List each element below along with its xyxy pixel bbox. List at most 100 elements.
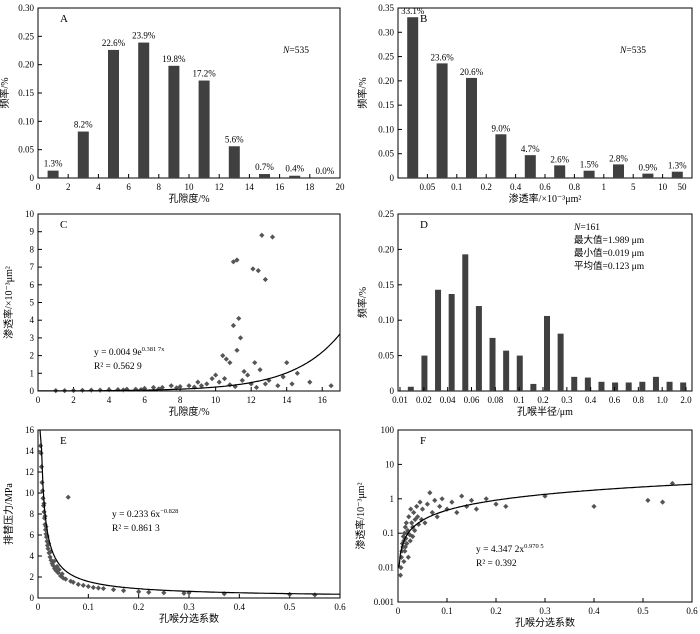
panel-c-ytick-label: 9 bbox=[30, 227, 35, 237]
panel-f-point bbox=[418, 516, 425, 523]
panel-d-bar bbox=[544, 315, 550, 391]
panel-a-xtick-label: 6 bbox=[126, 182, 131, 192]
panel-d-xtick-label: 0.8 bbox=[633, 395, 645, 405]
panel-c-r-squared: R² = 0.562 9 bbox=[94, 362, 142, 372]
panel-c-point bbox=[186, 383, 192, 389]
panel-f-ylabel: 渗透率/10⁻³μm² bbox=[354, 482, 367, 549]
panel-c-xtick-label: 16 bbox=[318, 395, 328, 405]
panel-c-point bbox=[141, 385, 148, 391]
panel-b-ytick-label: 0 bbox=[390, 173, 395, 183]
panel-d-xtick-label: 0.4 bbox=[585, 395, 597, 405]
panel-d-xtick-label: 0.08 bbox=[487, 395, 503, 405]
panel-c-point bbox=[223, 356, 229, 362]
panel-a-bar bbox=[289, 175, 301, 178]
panel-c-point bbox=[227, 360, 233, 366]
panel-f-xlabel: 孔喉分选系数 bbox=[515, 616, 575, 629]
panel-c-point bbox=[253, 384, 260, 391]
panel-a-bar bbox=[138, 42, 150, 178]
panel-c-ytick-label: 6 bbox=[30, 280, 35, 290]
panel-a-xtick-label: 20 bbox=[336, 182, 346, 192]
panel-a-xtick-label: 14 bbox=[245, 182, 255, 192]
panel-d-bar bbox=[435, 289, 442, 391]
panel-e-panel-label: E bbox=[60, 435, 67, 447]
panel-d-bar bbox=[557, 333, 564, 391]
panel-f-point bbox=[414, 503, 420, 510]
panel-c-point bbox=[255, 268, 261, 274]
panel-e-point bbox=[312, 592, 318, 598]
panel-a-data-label: 0.0% bbox=[316, 166, 335, 176]
panel-f-point bbox=[411, 509, 417, 516]
panel-e-point bbox=[146, 589, 152, 595]
panel-d-stat: N=161 bbox=[573, 223, 600, 233]
panel-c-point bbox=[248, 381, 254, 387]
panel-c-point bbox=[173, 385, 180, 391]
panel-c-point bbox=[195, 379, 201, 385]
panel-a-xtick-label: 4 bbox=[96, 182, 101, 192]
panel-a-data-label: 8.2% bbox=[74, 120, 93, 130]
panel-a-data-label: 23.9% bbox=[132, 31, 156, 41]
panel-f-point bbox=[399, 548, 405, 554]
panel-e-r-squared: R² = 0.861 3 bbox=[112, 524, 160, 534]
panel-a-data-label: 19.8% bbox=[162, 54, 186, 64]
panel-d-ytick-label: 0.20 bbox=[378, 244, 394, 254]
panel-c-ylabel: 渗透率/×10⁻³μm² bbox=[2, 266, 15, 339]
panel-e-ytick-label: 14 bbox=[25, 446, 35, 456]
panel-c-plot-frame bbox=[37, 213, 341, 392]
panel-f-point bbox=[402, 544, 408, 550]
panel-f-point bbox=[417, 499, 423, 505]
panel-e-point bbox=[37, 443, 44, 449]
panel-d-xtick-label: 0.01 bbox=[392, 395, 408, 405]
panel-e-point bbox=[60, 575, 66, 581]
panel-b-bar bbox=[642, 173, 654, 178]
panel-e-point bbox=[59, 571, 65, 577]
panel-a-data-label: 0.4% bbox=[285, 164, 304, 174]
panel-c-point bbox=[220, 353, 226, 359]
panel-c-point bbox=[230, 322, 237, 329]
panel-f-fit-curve bbox=[398, 483, 692, 568]
panel-d-xtick-label: 0.02 bbox=[416, 395, 432, 405]
panel-d-bar bbox=[475, 306, 482, 391]
panel-d-bar bbox=[407, 386, 414, 391]
panel-f-point bbox=[459, 493, 465, 499]
panel-e-point bbox=[44, 542, 51, 549]
panel-e-point bbox=[53, 568, 59, 574]
panel-e-point bbox=[85, 583, 91, 590]
panel-f-point bbox=[415, 514, 421, 520]
panel-e-point bbox=[65, 494, 71, 500]
panel-f-point bbox=[405, 554, 411, 560]
panel-e-point bbox=[110, 587, 117, 593]
panel-f-point bbox=[434, 514, 440, 520]
panel-d-bar bbox=[666, 381, 673, 391]
panel-e-point bbox=[75, 581, 81, 587]
panel-b-ytick-label: 0.20 bbox=[378, 76, 394, 86]
panel-c-point bbox=[328, 383, 334, 389]
panel-e-fit-curve bbox=[39, 429, 341, 595]
panel-e-ytick-label: 4 bbox=[30, 551, 35, 561]
panel-e-point bbox=[39, 479, 45, 486]
panel-b-data-label: 1.5% bbox=[580, 160, 599, 170]
panel-f-point bbox=[415, 521, 422, 528]
panel-e-plot-frame bbox=[37, 429, 341, 599]
panel-c-xtick-label: 4 bbox=[107, 395, 112, 405]
panel-f-point bbox=[669, 480, 675, 487]
panel-a-ytick-label: 0.25 bbox=[18, 31, 34, 41]
panel-e-point bbox=[40, 495, 46, 501]
panel-e-ytick-label: 16 bbox=[25, 425, 35, 435]
panel-e-point bbox=[70, 579, 76, 585]
panel-c-point bbox=[156, 386, 162, 392]
panel-f-point bbox=[412, 527, 418, 534]
panel-d-ytick-label: 0 bbox=[390, 386, 395, 396]
panel-e-ytick-label: 0 bbox=[30, 593, 35, 603]
panel-d-xtick-label: 2.0 bbox=[680, 395, 692, 405]
panel-d-bar bbox=[612, 382, 619, 391]
panel-b-bar bbox=[583, 170, 595, 178]
panel-e-equation: y = 0.233 6x−0.828 bbox=[112, 508, 178, 520]
panel-e: E 0 2 4 6 8 10 12 14 16 0 0.1 0.2 0.3 0.4 0.5 0.6 排替压力/MP… bbox=[2, 425, 346, 625]
panel-f-xtick-label: 0.5 bbox=[637, 606, 649, 616]
panel-a: A 0 0.05 0.10 0.15 0.20 0.25 0.30 0 2 4 6 8 10 12 14 16 1… bbox=[0, 3, 345, 205]
panel-c-xtick-label: 6 bbox=[142, 395, 147, 405]
panel-d: D 0 0.05 0.10 0.15 0.20 0.25 频率/% 孔喉半径/μm 0.01 0.0… bbox=[356, 209, 693, 418]
panel-a-ytick-label: 0.10 bbox=[18, 116, 34, 126]
panel-a-data-label: 22.6% bbox=[102, 38, 126, 48]
panel-f-ytick-label: 0.01 bbox=[378, 563, 394, 573]
